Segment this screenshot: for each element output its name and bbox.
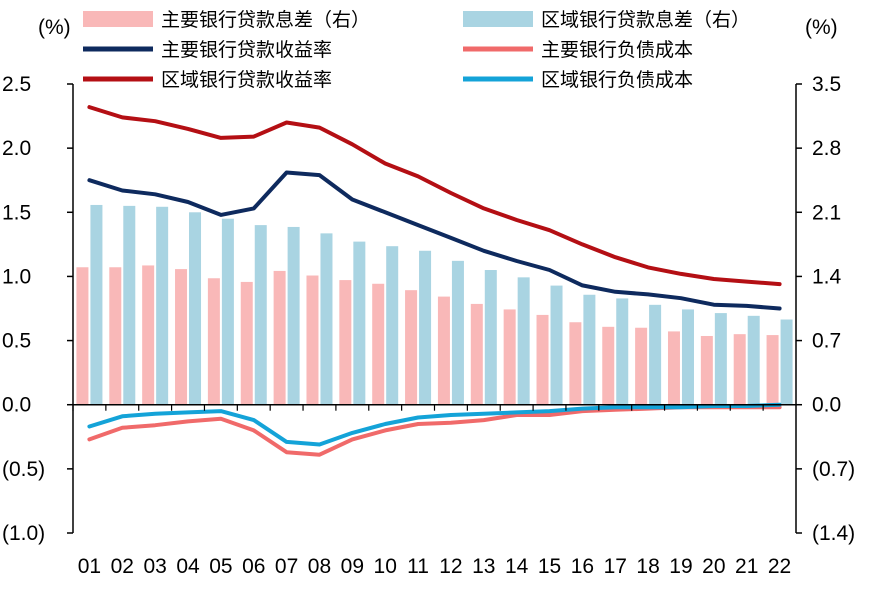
major-loan-yield-line xyxy=(87,170,782,311)
bar-regional-spread xyxy=(123,205,136,405)
legend-label: 主要银行贷款收益率 xyxy=(161,39,332,61)
bar-major-spread xyxy=(76,267,89,405)
bar-regional-spread xyxy=(156,206,169,405)
bar-regional-spread xyxy=(681,309,694,405)
bar-major-spread xyxy=(536,314,549,405)
bar-regional-spread xyxy=(550,285,563,405)
legend: 主要银行贷款息差（右） 区域银行贷款息差（右）主要银行贷款收益率 主要银行负债成本区… xyxy=(83,9,750,91)
bar-regional-spread xyxy=(517,277,530,405)
x-tick-label: 06 xyxy=(242,555,265,578)
x-tick-label: 14 xyxy=(505,555,529,578)
x-tick-label: 01 xyxy=(78,555,101,578)
x-tick-label: 16 xyxy=(571,555,594,578)
right-unit-label: (%) xyxy=(805,16,838,39)
x-tick-label: 15 xyxy=(538,555,561,578)
x-tick-label: 22 xyxy=(768,555,791,578)
x-tick-label: 17 xyxy=(604,555,627,578)
x-tick-label: 10 xyxy=(374,555,397,578)
x-tick-label: 21 xyxy=(735,555,758,578)
right-tick-label: 1.4 xyxy=(812,265,842,288)
bar-regional-spread xyxy=(714,313,727,405)
right-tick-label: 3.5 xyxy=(812,73,841,96)
bar-major-spread xyxy=(372,283,385,405)
x-tick-label: 11 xyxy=(407,555,429,578)
left-unit-label: (%) xyxy=(38,16,71,39)
bar-regional-spread xyxy=(90,204,103,405)
bar-major-spread xyxy=(207,278,220,405)
legend-label: 主要银行贷款息差（右） xyxy=(161,9,370,31)
legend-label: 区域银行负债成本 xyxy=(541,69,693,91)
x-tick-label: 12 xyxy=(439,555,462,578)
bar-major-spread xyxy=(733,334,746,405)
bar-major-spread xyxy=(175,269,188,405)
bar-major-spread xyxy=(569,322,582,405)
bar-regional-spread xyxy=(254,225,267,405)
right-tick-label: (0.7) xyxy=(812,458,855,481)
bar-major-spread xyxy=(240,281,253,405)
legend-label: 区域银行贷款息差（右） xyxy=(541,9,750,31)
bar-regional-spread xyxy=(484,270,497,405)
bar-regional-spread xyxy=(189,212,202,405)
x-tick-label: 07 xyxy=(275,555,298,578)
x-tick-label: 09 xyxy=(341,555,364,578)
bar-major-spread xyxy=(503,309,516,405)
bar-regional-spread xyxy=(583,294,596,405)
left-tick-label: 0.5 xyxy=(2,330,31,353)
bar-major-spread xyxy=(766,335,779,405)
bar-major-spread xyxy=(602,326,615,405)
left-tick-label: (1.0) xyxy=(2,522,45,545)
legend-label: 区域银行贷款收益率 xyxy=(161,69,332,91)
left-tick-label: 1.0 xyxy=(2,265,31,288)
bar-major-spread xyxy=(306,275,319,405)
x-tick-label: 20 xyxy=(702,555,725,578)
bar-major-spread xyxy=(405,290,418,405)
bar-regional-spread xyxy=(221,218,234,405)
bar-regional-spread xyxy=(353,241,366,405)
left-tick-label: 2.5 xyxy=(2,73,31,96)
bar-regional-spread xyxy=(780,319,793,405)
bar-regional-spread xyxy=(386,246,399,405)
bar-major-spread xyxy=(437,296,450,405)
bar-regional-spread xyxy=(649,304,662,405)
bar-major-spread xyxy=(142,265,155,405)
bar-regional-spread xyxy=(320,233,333,405)
x-tick-label: 19 xyxy=(669,555,692,578)
left-tick-label: 0.0 xyxy=(2,394,31,417)
x-tick-label: 05 xyxy=(209,555,232,578)
right-tick-label: 0.7 xyxy=(812,330,841,353)
x-tick-label: 08 xyxy=(308,555,331,578)
bar-major-spread xyxy=(635,327,648,405)
bar-major-spread xyxy=(109,267,122,405)
right-tick-label: 2.8 xyxy=(812,137,841,160)
bar-regional-spread xyxy=(451,260,464,405)
right-tick-label: 2.1 xyxy=(812,201,841,224)
bar-regional-spread xyxy=(419,250,432,405)
bar-major-spread xyxy=(667,331,680,405)
bar-major-spread xyxy=(273,270,286,405)
bar-major-spread xyxy=(339,280,352,405)
bar-major-spread xyxy=(470,303,483,405)
axes-layer: 2.5 2.0 1.5 1.0 0.5 0.0 (0.5) (1.0) 3.5 2.8 2.1 1.4… xyxy=(2,16,855,578)
legend-swatch xyxy=(463,11,533,27)
right-tick-label: (1.4) xyxy=(812,522,855,545)
right-tick-label: 0.0 xyxy=(812,394,841,417)
bar-major-spread xyxy=(700,335,713,405)
bar-regional-spread xyxy=(747,315,760,405)
x-tick-label: 13 xyxy=(472,555,495,578)
left-tick-label: 2.0 xyxy=(2,137,31,160)
x-tick-label: 18 xyxy=(636,555,659,578)
bar-regional-spread xyxy=(616,298,629,405)
left-tick-label: 1.5 xyxy=(2,201,31,224)
x-tick-label: 02 xyxy=(111,555,134,578)
x-tick-label: 04 xyxy=(176,555,200,578)
bar-regional-spread xyxy=(287,226,300,405)
bars-layer xyxy=(76,204,793,405)
regional-loan-yield-line xyxy=(87,105,782,287)
legend-swatch xyxy=(83,11,153,27)
left-tick-label: (0.5) xyxy=(2,458,45,481)
legend-label: 主要银行负债成本 xyxy=(541,39,693,61)
x-tick-label: 03 xyxy=(143,555,166,578)
